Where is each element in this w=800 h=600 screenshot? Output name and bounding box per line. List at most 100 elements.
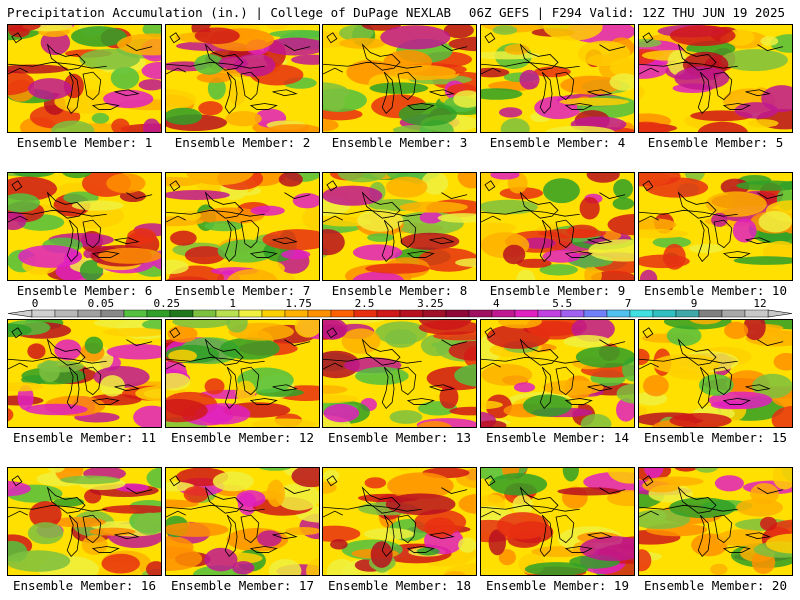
- precip-contour-blob: [562, 468, 579, 482]
- precip-contour-blob: [196, 72, 232, 83]
- member-label: Ensemble Member: 12: [171, 430, 314, 445]
- coastline-path: [639, 504, 738, 512]
- precip-contour-blob: [8, 408, 14, 422]
- coastline-path: [169, 327, 181, 339]
- colorbar-swatch: [514, 309, 539, 318]
- coastline-path: [519, 338, 559, 366]
- coastline-path: [406, 103, 435, 110]
- member-label: Ensemble Member: 10: [644, 283, 787, 298]
- precip-contour-blob: [352, 244, 403, 261]
- precip-contour-blob: [166, 398, 208, 423]
- precip-contour-blob: [110, 66, 140, 90]
- precip-contour-blob: [449, 406, 476, 416]
- precip-contour-blob: [364, 477, 387, 489]
- coastline-path: [166, 209, 265, 217]
- precip-contour-blob: [291, 54, 319, 65]
- precip-contour-blob: [323, 481, 337, 494]
- precip-contour-blob: [457, 173, 476, 189]
- coastline-path: [484, 475, 496, 487]
- coastline-path: [224, 71, 238, 114]
- coastline-path: [249, 103, 278, 110]
- member-label: Ensemble Member: 14: [486, 430, 629, 445]
- precip-contour-blob: [714, 475, 744, 492]
- precip-contour-blob: [323, 403, 360, 423]
- precip-contour-blob: [733, 256, 792, 265]
- precip-contour-blob: [207, 77, 226, 100]
- coastline-path: [381, 366, 395, 409]
- coastline-path: [697, 219, 711, 262]
- coastline-path: [204, 338, 244, 366]
- precip-contour-blob: [577, 40, 631, 67]
- colorbar-swatch: [583, 309, 608, 318]
- coastline-path: [481, 209, 580, 217]
- precip-contour-blob: [226, 320, 248, 333]
- precip-contour-blob: [667, 50, 688, 76]
- precip-contour-blob: [639, 228, 689, 239]
- precip-contour-blob: [339, 25, 374, 41]
- precip-contour-blob: [385, 176, 428, 198]
- precip-contour-blob: [616, 398, 634, 422]
- precip-contour-blob: [292, 193, 319, 209]
- precip-contour-blob: [89, 527, 136, 536]
- coastline-path: [677, 191, 717, 219]
- ensemble-member-map: [165, 467, 320, 576]
- coastline-path: [240, 514, 260, 544]
- ensemble-member-map: [165, 24, 320, 133]
- coastline-path: [639, 61, 738, 69]
- coastline-path: [361, 191, 401, 219]
- precip-contour-blob: [54, 339, 82, 361]
- precip-contour-blob: [542, 380, 604, 396]
- precip-contour-blob: [642, 374, 669, 397]
- precip-contour-blob: [195, 207, 264, 225]
- coastline-path: [381, 514, 395, 557]
- precip-contour-blob: [39, 360, 60, 383]
- ensemble-member-map: [7, 24, 162, 133]
- coastline-path: [481, 192, 626, 223]
- precip-contour-blob: [369, 82, 429, 94]
- ensemble-member-map: [480, 172, 635, 281]
- precip-contour-blob: [481, 400, 503, 410]
- precip-contour-blob: [134, 512, 161, 535]
- coastline-path: [8, 192, 153, 223]
- precip-contour-blob: [184, 246, 226, 265]
- precip-contour-blob: [166, 88, 197, 111]
- precip-contour-blob: [302, 204, 319, 232]
- ensemble-member-map: [322, 172, 477, 281]
- coastline-path: [272, 384, 298, 392]
- coastline-path: [166, 192, 311, 223]
- precip-contour-blob: [81, 535, 108, 555]
- coastline-path: [713, 514, 733, 544]
- precip-contour-blob: [688, 243, 724, 254]
- precip-contour-blob: [103, 89, 154, 109]
- precip-contour-blob: [195, 403, 251, 425]
- precip-contour-blob: [492, 25, 518, 35]
- coastline-path: [323, 339, 468, 370]
- precip-contour-blob: [101, 553, 140, 574]
- coastline-path: [429, 89, 455, 97]
- coastline-path: [406, 251, 435, 258]
- precip-contour-blob: [265, 25, 289, 30]
- precip-contour-blob: [458, 493, 476, 514]
- precip-contour-blob: [666, 325, 702, 346]
- coastline-path: [272, 89, 298, 97]
- precip-contour-blob: [586, 173, 620, 183]
- coastline-path: [642, 32, 654, 44]
- precip-contour-blob: [323, 394, 359, 404]
- precip-contour-blob: [453, 90, 476, 108]
- colorbar-tick-label: 0: [32, 297, 39, 310]
- precip-contour-blob: [389, 410, 423, 424]
- precip-contour-blob: [639, 173, 681, 187]
- precip-contour-blob: [560, 75, 622, 95]
- coastline-path: [323, 209, 422, 217]
- member-label: Ensemble Member: 5: [647, 135, 784, 150]
- colorbar-swatch: [330, 309, 355, 318]
- precip-contour-blob: [748, 119, 779, 128]
- precip-contour-blob: [481, 67, 510, 78]
- coastline-path: [361, 338, 401, 366]
- precip-contour-blob: [204, 547, 238, 572]
- precip-contour-blob: [51, 120, 95, 132]
- coastline-path: [713, 71, 733, 101]
- precip-contour-blob: [204, 378, 225, 395]
- coastline-path: [539, 514, 553, 557]
- colorbar-tick-label: 12: [753, 297, 766, 310]
